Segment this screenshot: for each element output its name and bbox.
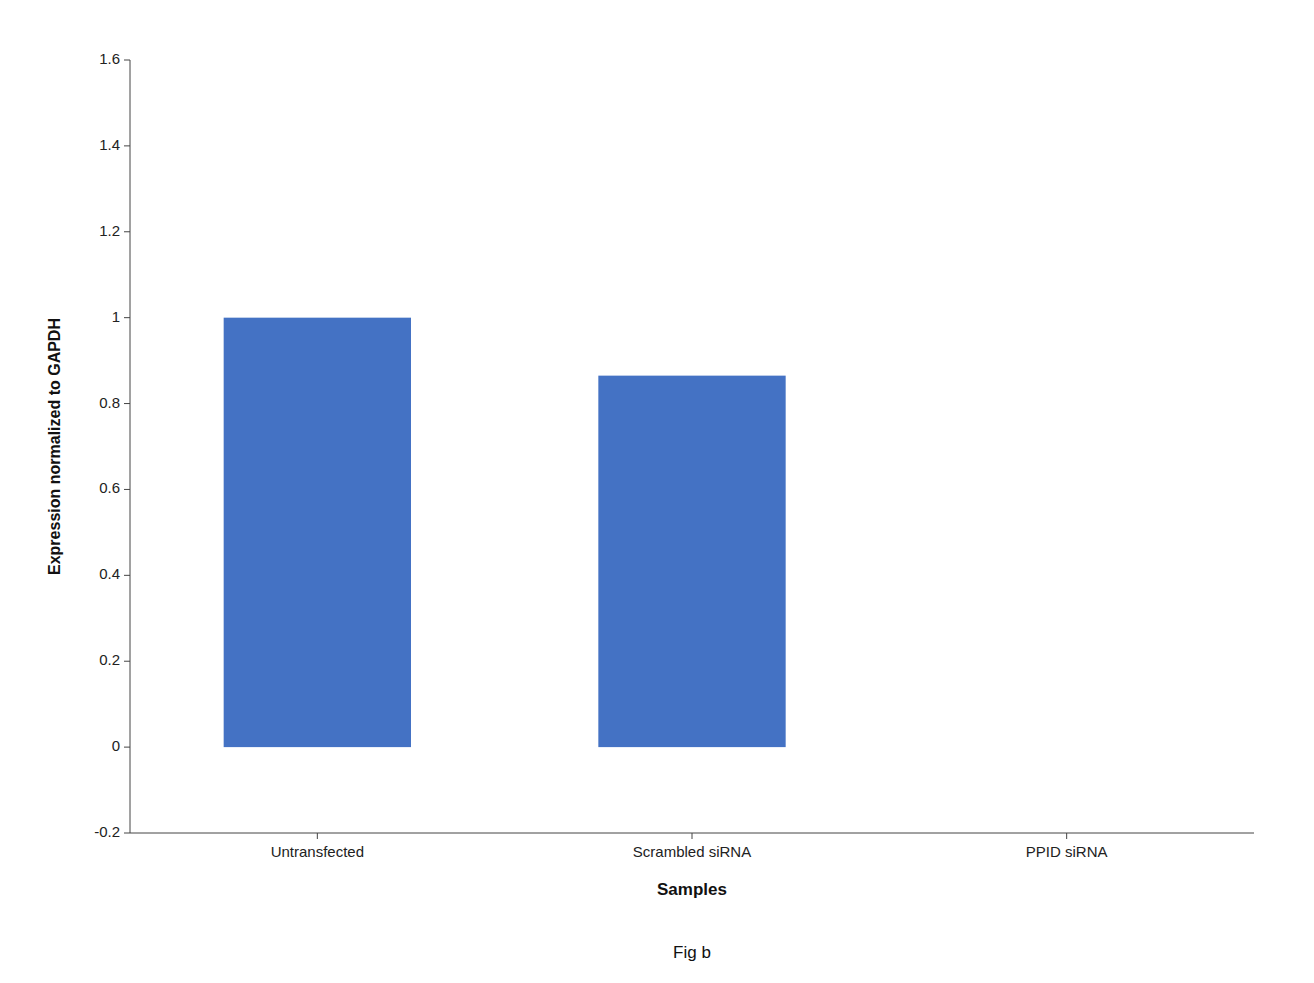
y-tick-label: 1.4 (99, 136, 120, 153)
bar (598, 376, 785, 747)
x-tick-label: Untransfected (271, 843, 364, 860)
y-tick-label: 1.6 (99, 50, 120, 67)
chart-container: -0.2 0 0.2 0.4 0.6 0.8 1 1.2 1.4 1.6 Untransfected… (0, 0, 1314, 983)
y-tick (124, 403, 130, 404)
y-tick (124, 317, 130, 318)
chart-title: Fig b (673, 943, 711, 962)
x-tick (317, 833, 318, 839)
y-tick (124, 489, 130, 490)
y-tick-label: 0.4 (99, 565, 120, 582)
y-tick-label: 0.8 (99, 394, 120, 411)
y-tick-label: 0.2 (99, 651, 120, 668)
y-tick-label: 1 (112, 308, 120, 325)
x-tick-label: Scrambled siRNA (633, 843, 751, 860)
y-tick-label: 0.6 (99, 479, 120, 496)
y-tick (124, 145, 130, 146)
y-tick (124, 575, 130, 576)
y-tick (124, 747, 130, 748)
bars (224, 318, 786, 747)
y-tick (124, 231, 130, 232)
y-tick-label: 0 (112, 737, 120, 754)
x-tick-label: PPID siRNA (1026, 843, 1108, 860)
y-tick (124, 833, 130, 834)
y-tick (124, 60, 130, 61)
y-axis-label: Expression normalized to GAPDH (46, 318, 63, 575)
bar (224, 318, 411, 747)
y-tick (124, 661, 130, 662)
x-axis-label: Samples (657, 880, 727, 899)
chart-svg: -0.2 0 0.2 0.4 0.6 0.8 1 1.2 1.4 1.6 Untransfected… (0, 0, 1314, 983)
x-tick (1066, 833, 1067, 839)
bar (973, 747, 1160, 748)
y-axis-line (130, 60, 131, 833)
y-tick-label: -0.2 (94, 823, 120, 840)
x-tick (692, 833, 693, 839)
y-tick-label: 1.2 (99, 222, 120, 239)
x-axis: Untransfected Scrambled siRNA PPID siRNA (130, 833, 1254, 860)
y-axis: -0.2 0 0.2 0.4 0.6 0.8 1 1.2 1.4 1.6 (94, 50, 130, 840)
